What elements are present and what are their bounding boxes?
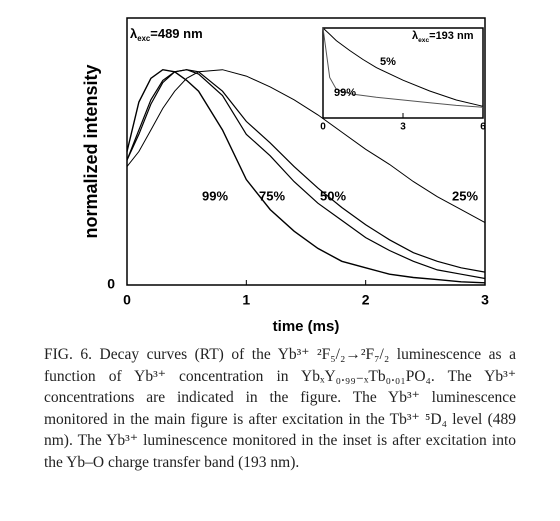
series-label: 75%: [259, 188, 285, 203]
data-line: [126, 69, 486, 273]
annotation-symbol: λ: [130, 26, 138, 41]
annotation-text: =489 nm: [150, 26, 202, 41]
x-tick-label: 3: [481, 292, 489, 308]
x-tick-label: 0: [123, 292, 131, 308]
caption: FIG. 6. Decay curves (RT) of the Yb³⁺ ²F…: [44, 346, 516, 471]
annotation-subscript: exc: [418, 37, 429, 44]
data-line: [126, 69, 486, 280]
x-tick-label: 2: [362, 292, 370, 308]
inset-frame: [322, 27, 484, 119]
annotation: λexc=193 nm: [412, 30, 474, 44]
data-line: [126, 69, 486, 224]
x-tick-label: 3: [400, 122, 406, 133]
annotation-text: =193 nm: [429, 30, 474, 42]
x-axis-title: time (ms): [273, 318, 340, 335]
y-tick-label: 0: [107, 276, 115, 292]
series-label: 50%: [320, 188, 346, 203]
annotation: λexc=489 nm: [130, 26, 203, 43]
series-label: 5%: [380, 56, 396, 68]
data-line: [126, 68, 486, 284]
annotation-symbol: λ: [412, 30, 418, 42]
data-line: [322, 27, 484, 108]
data-line: [322, 27, 484, 107]
series-label: 99%: [202, 188, 228, 203]
x-tick-label: 6: [480, 122, 486, 133]
x-tick-label: 0: [320, 122, 326, 133]
annotation-subscript: exc: [137, 34, 151, 43]
y-axis-title: normalized intensity: [81, 64, 101, 238]
series-label: 99%: [334, 87, 356, 99]
series-label: 25%: [452, 188, 478, 203]
x-tick-label: 1: [242, 292, 250, 308]
